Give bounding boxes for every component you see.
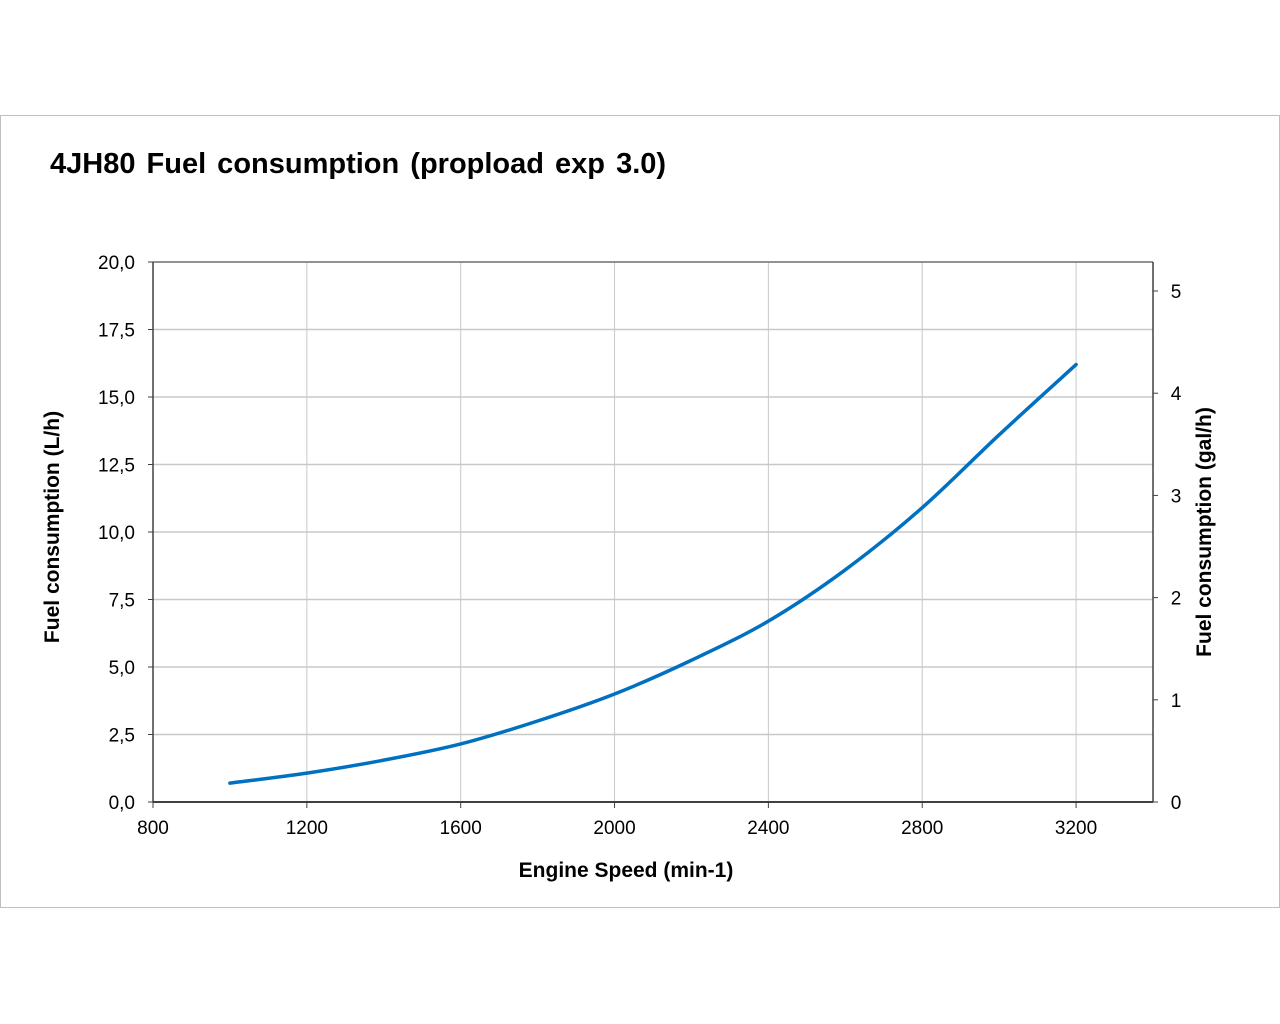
x-tick-label: 1600: [440, 818, 482, 839]
y-tick-label: 17,5: [98, 321, 135, 342]
x-axis-title: Engine Speed (min-1): [519, 859, 734, 882]
y-tick-label: 20,0: [98, 253, 135, 274]
x-tick-label: 2400: [747, 818, 789, 839]
y-tick-label: 0,0: [109, 793, 135, 814]
chart-title: 4JH80 Fuel consumption (propload exp 3.0…: [50, 148, 667, 180]
series-line-fuel-consumption: [228, 362, 1078, 785]
x-tick-label: 2800: [901, 818, 943, 839]
y2-tick-label: 0: [1171, 793, 1182, 814]
x-tick-label: 1200: [286, 818, 328, 839]
y2-tick-label: 4: [1171, 384, 1182, 405]
y-tick-label: 15,0: [98, 388, 135, 409]
x-tick-label: 3200: [1055, 818, 1097, 839]
x-tick-label: 800: [137, 818, 169, 839]
y-tick-label: 10,0: [98, 523, 135, 544]
y2-tick-label: 1: [1171, 691, 1182, 712]
y-tick-label: 12,5: [98, 456, 135, 477]
y2-tick-label: 2: [1171, 589, 1182, 610]
y-tick-label: 7,5: [109, 591, 135, 612]
y-tick-label: 5,0: [109, 658, 135, 679]
y-axis-title: Fuel consumption (L/h): [41, 411, 64, 643]
x-tick-label: 2000: [593, 818, 635, 839]
y2-tick-label: 3: [1171, 486, 1182, 507]
y-tick-label: 2,5: [109, 726, 135, 747]
y2-tick-label: 5: [1171, 282, 1182, 303]
y2-axis-title: Fuel consumption (gal/h): [1193, 407, 1216, 657]
